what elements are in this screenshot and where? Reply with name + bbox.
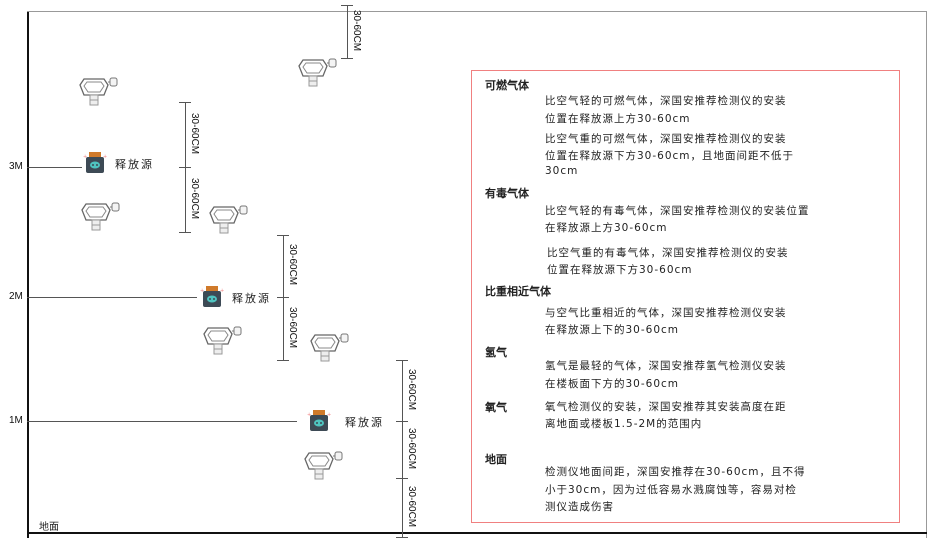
dimension-label: 30-60CM [287, 306, 298, 348]
dimension-label: 30-60CM [287, 244, 298, 286]
floor-line [27, 532, 927, 534]
release-source-label: 释放源 [232, 292, 271, 305]
ground-line: 测仪造成伤害 [545, 501, 614, 513]
gas-detector-icon [303, 449, 345, 481]
dimension-line [402, 421, 403, 478]
gas-detector-icon [297, 56, 339, 88]
left-wall [27, 11, 29, 538]
dimension-tick [396, 478, 408, 479]
release-source-label: 释放源 [115, 158, 154, 171]
gas-detector-icon [309, 331, 351, 363]
dimension-tick [179, 167, 191, 168]
svg-text:+: + [103, 154, 107, 160]
svg-text:+: + [327, 412, 331, 418]
dimension-tick [277, 235, 289, 236]
dimension-tick [341, 58, 353, 59]
dimension-tick [396, 537, 408, 538]
similar-title: 比重相近气体 [485, 285, 551, 298]
right-wall [926, 11, 927, 538]
ground-title: 地面 [485, 453, 507, 466]
combustible-title: 可燃气体 [485, 79, 529, 92]
hydrogen-line: 在楼板面下方的30-60cm [545, 378, 680, 390]
dimension-tick [179, 102, 191, 103]
gas-detector-icon [80, 200, 122, 232]
svg-text:+: + [200, 288, 204, 294]
dimension-line [185, 167, 186, 232]
release-source-icon: + + [307, 410, 331, 432]
gas-detector-icon [78, 75, 120, 107]
oxygen-title: 氧气 [485, 401, 507, 414]
hydrogen-line: 氢气是最轻的气体，深国安推荐氢气检测仪安装 [545, 360, 787, 372]
ground-line: 检测仪地面间距，深国安推荐在30-60cm，且不得 [545, 466, 806, 478]
toxic-lighter-line: 比空气轻的有毒气体，深国安推荐检测仪的安装位置 [545, 205, 810, 217]
dimension-line [347, 5, 348, 58]
combustible-heavier-line: 位置在释放源下方30-60cm，且地面间距不低于 [545, 150, 795, 162]
gas-detector-icon [208, 203, 250, 235]
release-source-icon: + + [200, 286, 224, 308]
ceiling-line [27, 11, 926, 12]
oxygen-line: 氧气检测仪的安装，深国安推荐其安装高度在距 [545, 401, 787, 413]
dimension-line [402, 360, 403, 421]
combustible-heavier-line: 比空气重的可燃气体，深国安推荐检测仪的安装 [545, 133, 787, 145]
gas-detector-icon [202, 324, 244, 356]
combustible-heavier-line: 30cm [545, 165, 579, 177]
toxic-heavier-line: 比空气重的有毒气体，深国安推荐检测仪的安装 [547, 247, 789, 259]
dimension-line [185, 102, 186, 167]
dimension-label: 30-60CM [189, 177, 200, 219]
dimension-label: 30-60CM [351, 9, 362, 51]
level-1m-line [27, 421, 297, 422]
svg-text:+: + [220, 288, 224, 294]
similar-line: 与空气比重相近的气体，深国安推荐检测仪安装 [545, 307, 787, 319]
level-2m-label: 2M [9, 291, 23, 302]
toxic-lighter-line: 在释放源上方30-60cm [545, 222, 668, 234]
release-source-label: 释放源 [345, 416, 384, 429]
svg-text:+: + [307, 412, 311, 418]
similar-line: 在释放源上下的30-60cm [545, 324, 680, 336]
dimension-label: 30-60CM [406, 368, 417, 410]
dimension-tick [396, 421, 408, 422]
level-1m-label: 1M [9, 415, 23, 426]
dimension-line [283, 297, 284, 360]
hydrogen-title: 氢气 [485, 346, 507, 359]
release-source-icon: + + [83, 152, 107, 174]
ground-line: 小于30cm，因为过低容易水溅腐蚀等，容易对检 [545, 484, 797, 496]
dimension-label: 30-60CM [406, 485, 417, 527]
notes-panel [471, 70, 900, 523]
toxic-heavier-line: 位置在释放源下方30-60cm [547, 264, 693, 276]
dimension-label: 30-60CM [189, 112, 200, 154]
svg-text:+: + [83, 154, 87, 160]
dimension-tick [277, 360, 289, 361]
dimension-tick [179, 232, 191, 233]
dimension-label: 30-60CM [406, 427, 417, 469]
combustible-lighter-line: 位置在释放源上方30-60cm [545, 113, 691, 125]
dimension-tick [341, 5, 353, 6]
dimension-tick [277, 297, 289, 298]
oxygen-line: 离地面或楼板1.5-2M的范围内 [545, 418, 703, 430]
dimension-tick [396, 360, 408, 361]
level-3m-line [27, 167, 82, 168]
dimension-line [283, 235, 284, 297]
level-3m-label: 3M [9, 161, 23, 172]
combustible-lighter-line: 比空气轻的可燃气体，深国安推荐检测仪的安装 [545, 95, 787, 107]
toxic-title: 有毒气体 [485, 187, 529, 200]
level-2m-line [27, 297, 197, 298]
dimension-line [402, 478, 403, 537]
ground-label: 地面 [39, 522, 59, 533]
